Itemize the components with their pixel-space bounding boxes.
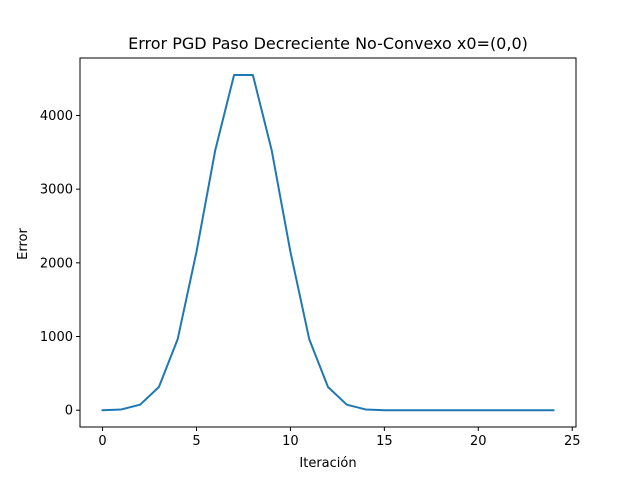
y-tick-label: 1000: [40, 330, 73, 345]
y-tick-label: 2000: [40, 256, 73, 271]
chart-title: Error PGD Paso Decreciente No-Convexo x0…: [128, 34, 528, 53]
x-tick-label: 5: [192, 434, 200, 449]
x-tick-label: 15: [376, 434, 393, 449]
y-tick-label: 4000: [40, 109, 73, 124]
x-tick-label: 10: [282, 434, 299, 449]
x-axis-label: Iteración: [299, 456, 356, 471]
x-tick-label: 0: [98, 434, 106, 449]
y-axis-label: Error: [16, 228, 31, 260]
series-line-0: [101, 73, 555, 412]
x-tick-label: 20: [470, 434, 487, 449]
plot-area: 0 5 10 15 20 25 0 1000 2000 3000 4000: [40, 57, 581, 449]
plot-frame: [79, 57, 577, 428]
y-tick-label: 0: [65, 404, 73, 419]
y-tick-label: 3000: [40, 183, 73, 198]
x-tick-label: 25: [564, 434, 581, 449]
